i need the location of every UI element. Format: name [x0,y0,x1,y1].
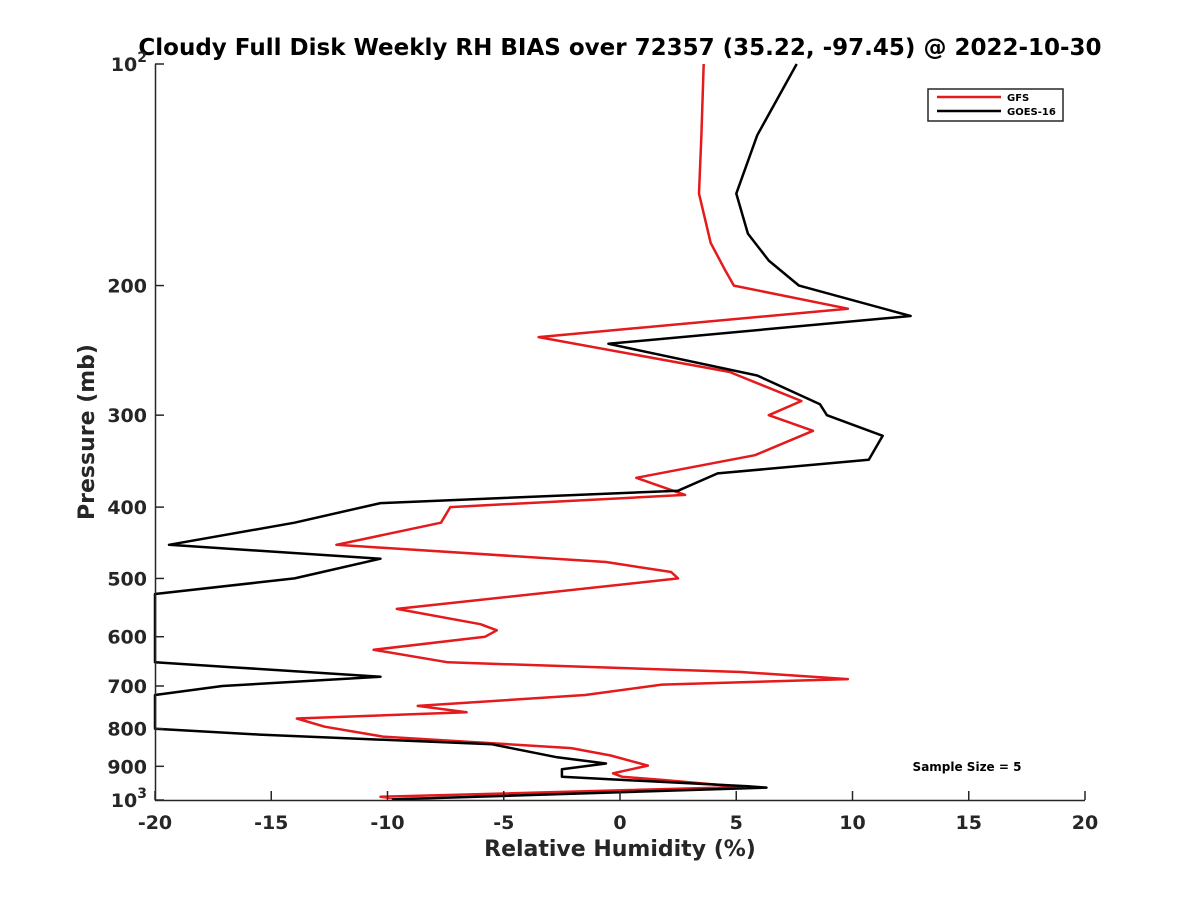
y-ticks: 102 200 300 400 500 600 700 800 900 103 [107,50,164,812]
legend: GFS GOES-16 [927,88,1064,122]
plot-lines [153,63,912,801]
y-tick-label: 103 [111,786,147,812]
legend-label-goes-16: GOES-16 [1007,107,1056,118]
y-tick-label: 200 [107,276,147,298]
chart-title: Cloudy Full Disk Weekly RH BIAS over 723… [138,35,1101,61]
x-ticks: -20 -15 -10 -5 0 5 10 15 20 [138,791,1098,834]
x-tick-label: 20 [1072,812,1098,834]
y-tick-label: 300 [107,405,147,427]
x-tick-label: -10 [370,812,404,834]
x-tick-label: 0 [613,812,626,834]
x-tick-label: -20 [138,812,172,834]
sample-size-annotation: Sample Size = 5 [913,760,1022,774]
x-tick-label: -15 [254,812,288,834]
y-tick-label: 700 [107,676,147,698]
y-tick-label: 102 [111,50,147,76]
y-tick-label: 400 [107,497,147,519]
y-tick-label: 500 [107,568,147,590]
y-tick-label: 800 [107,719,147,741]
series-line-gfs [295,63,850,800]
legend-label-gfs: GFS [1007,93,1029,104]
x-tick-label: 10 [839,812,865,834]
x-tick-label: 15 [956,812,982,834]
legend-box [927,88,1064,122]
y-tick-label: 900 [107,756,147,778]
axes [154,64,1085,802]
x-axis-label: Relative Humidity (%) [484,837,756,862]
y-tick-label: 600 [107,627,147,649]
series-line-goes-16 [153,63,912,801]
x-tick-label: 5 [730,812,743,834]
y-axis-label: Pressure (mb) [75,344,100,520]
x-tick-label: -5 [493,812,514,834]
